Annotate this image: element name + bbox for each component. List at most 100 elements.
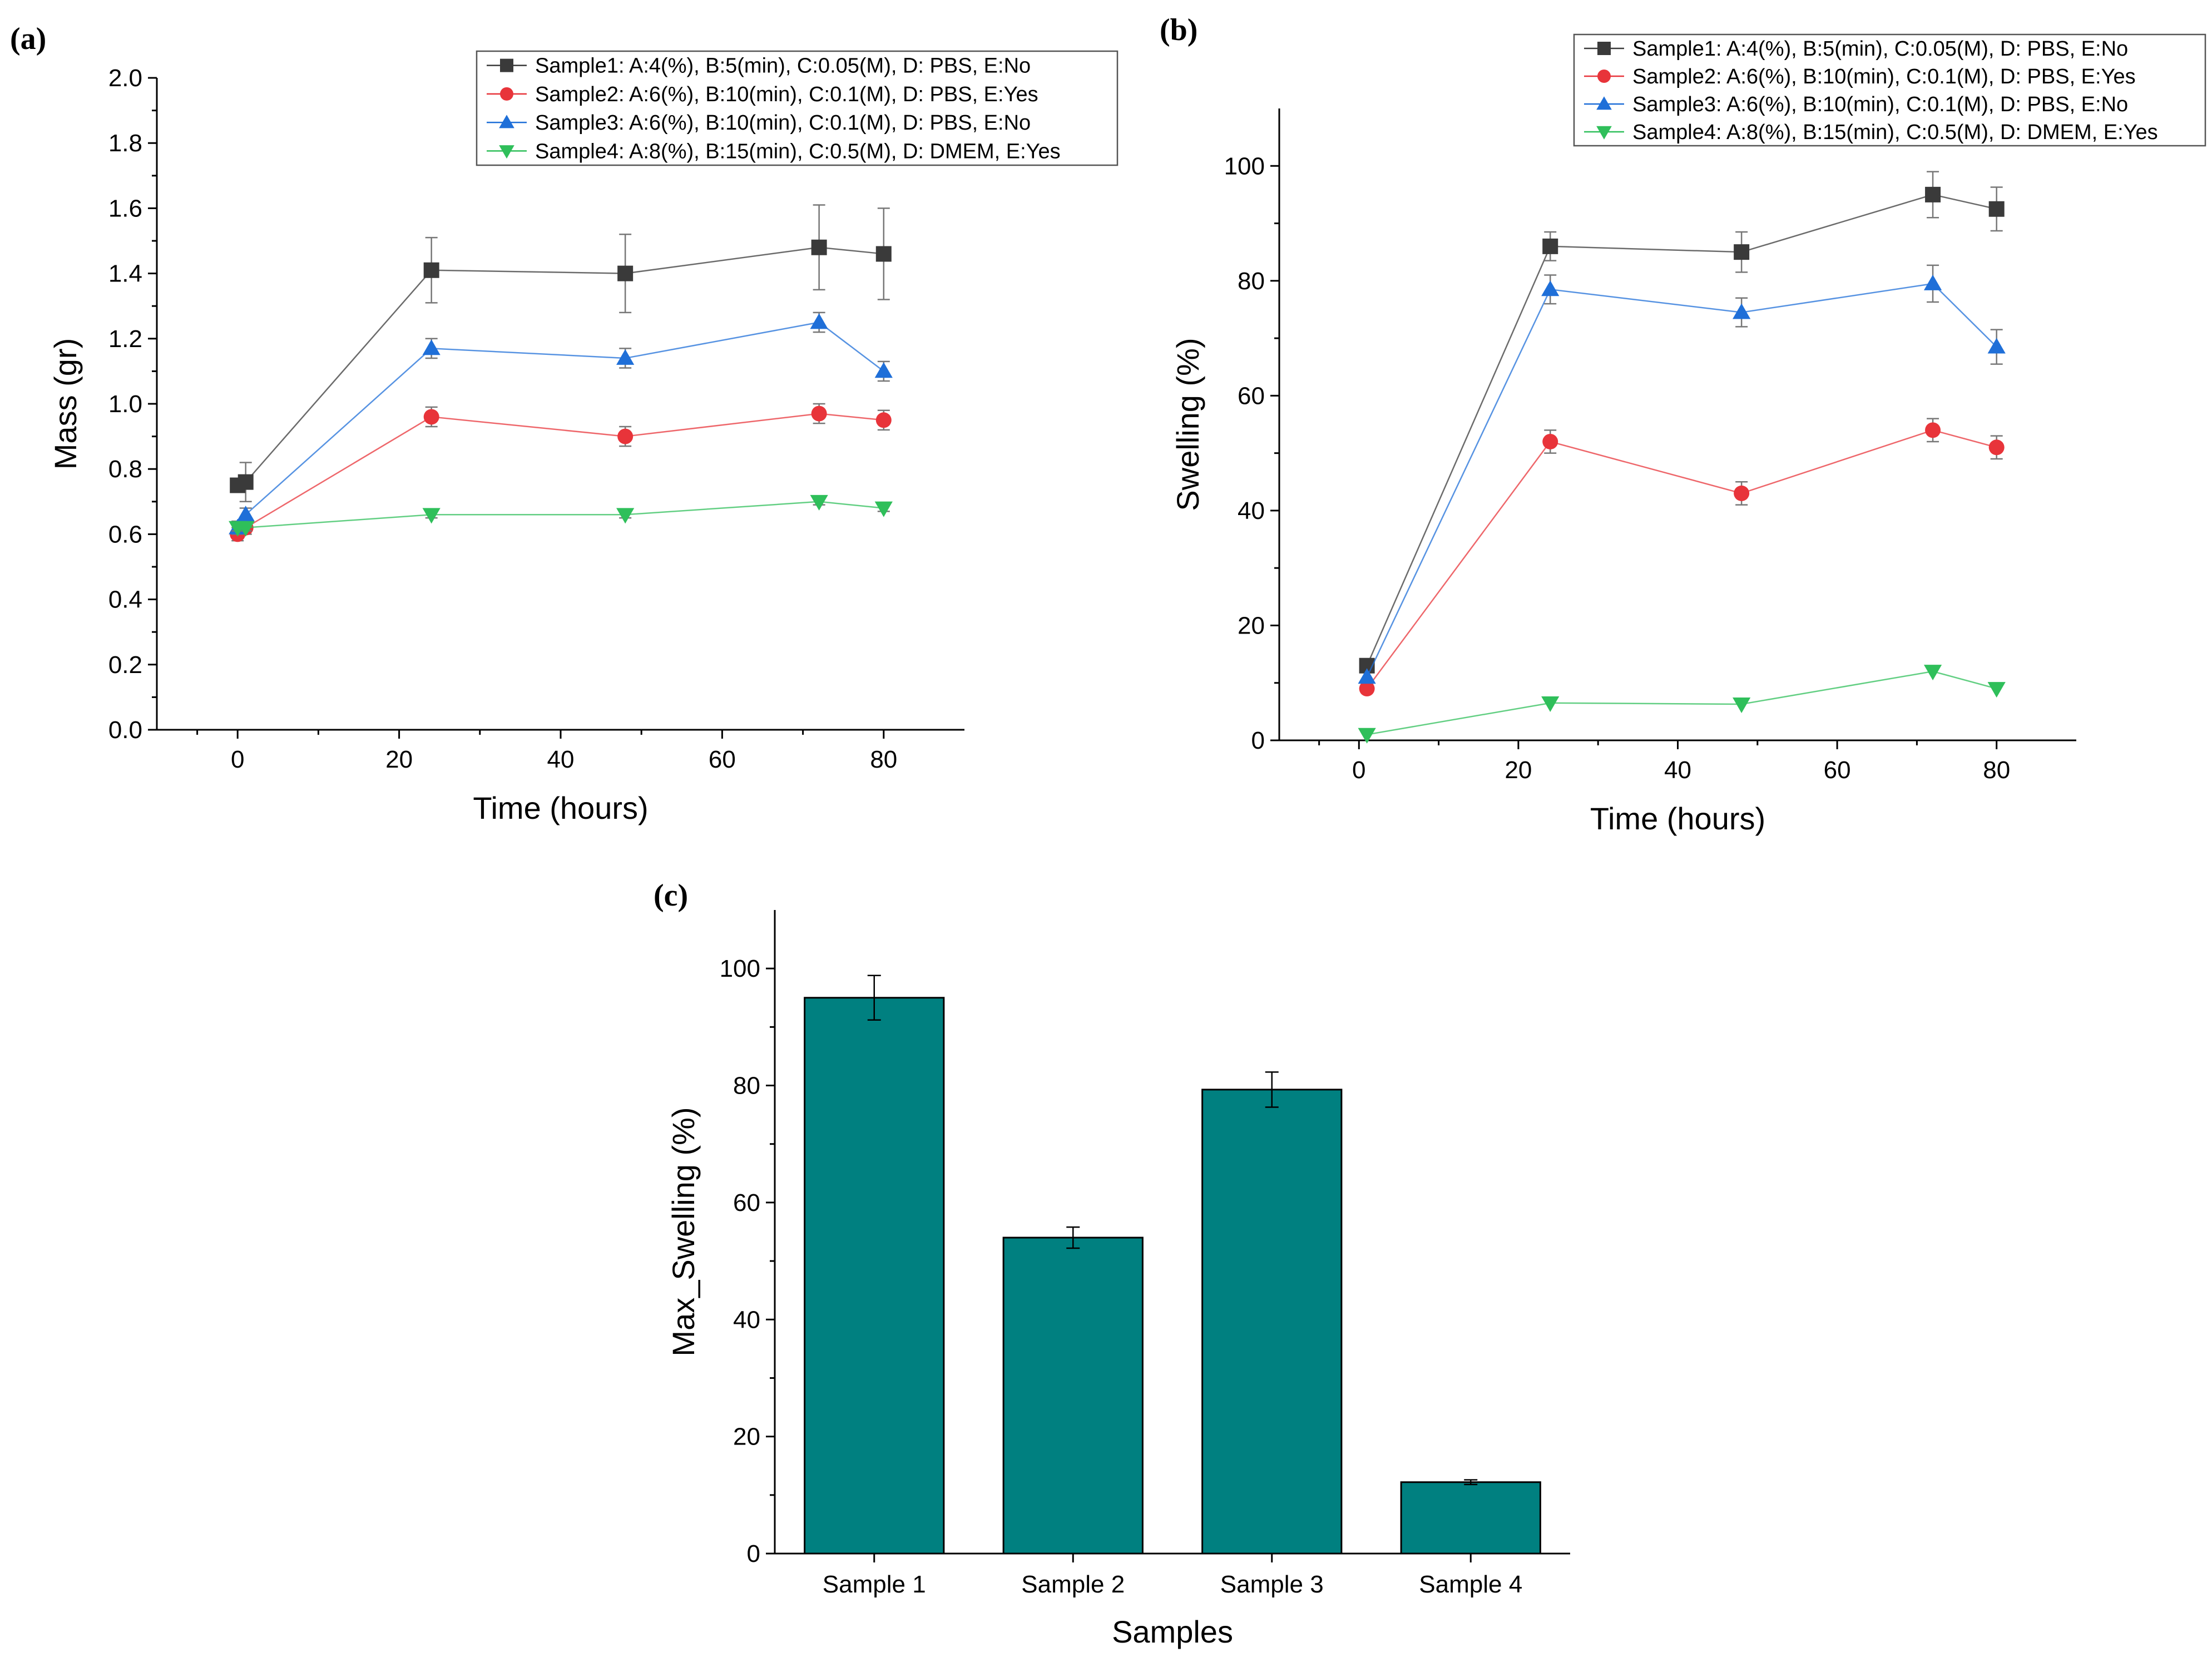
y-tick-label: 0.6 — [108, 521, 142, 548]
legend-entry: Sample3: A:6(%), B:10(min), C:0.1(M), D:… — [1632, 93, 2128, 116]
series-line — [237, 321, 884, 528]
legend-marker — [500, 58, 513, 72]
data-point — [423, 262, 439, 278]
legend-marker — [1596, 126, 1612, 140]
y-tick-label: 1.6 — [108, 195, 142, 222]
data-point — [1988, 201, 2005, 217]
y-tick-label: 100 — [1224, 152, 1265, 180]
legend-entry: Sample1: A:4(%), B:5(min), C:0.05(M), D:… — [1632, 37, 2128, 61]
y-tick-label: 1.4 — [108, 260, 142, 288]
series-1 — [1359, 171, 2005, 674]
legend-marker — [1596, 96, 1612, 110]
y-tick-label: 60 — [1238, 382, 1265, 409]
y-tick-label: 2.0 — [108, 65, 142, 92]
data-point — [616, 349, 635, 365]
data-point — [1923, 274, 1942, 290]
data-point — [1923, 665, 1942, 681]
legend-entry: Sample4: A:8(%), B:15(min), C:0.5(M), D:… — [1632, 121, 2158, 144]
data-point — [875, 412, 892, 428]
series-3 — [1358, 264, 2006, 684]
data-point — [1925, 186, 1941, 202]
y-tick-label: 0.4 — [108, 586, 142, 614]
series-4 — [229, 494, 893, 537]
chart-0: 0.0 0.2 0.4 0.6 0.8 1.0 1.2 1.4 1.6 1.8 2.0 Mass (g… — [10, 22, 1119, 825]
data-point — [1359, 681, 1375, 697]
x-tick-label: 20 — [385, 746, 413, 773]
data-point — [811, 405, 827, 422]
data-point — [617, 265, 634, 281]
data-point — [422, 339, 441, 355]
data-point — [1541, 280, 1560, 296]
y-tick-label: 0.0 — [108, 716, 142, 744]
data-point — [1988, 439, 2005, 456]
bar — [1002, 1236, 1144, 1555]
legend-marker — [1597, 42, 1611, 55]
data-point — [1734, 485, 1750, 501]
x-tick-label: 20 — [1505, 756, 1532, 784]
y-tick-label: 0 — [747, 1540, 760, 1567]
series-line — [237, 413, 884, 535]
y-tick-label: 40 — [1238, 497, 1265, 525]
data-point — [1358, 728, 1376, 744]
data-point — [422, 508, 441, 524]
series-line — [237, 501, 884, 528]
panel-label: (b) — [1160, 13, 1197, 47]
x-tick-label: 40 — [547, 746, 575, 773]
y-tick-label: 20 — [1238, 612, 1265, 639]
data-point — [1542, 238, 1558, 254]
y-tick-label: 100 — [720, 955, 760, 982]
y-tick-label: 40 — [733, 1306, 760, 1333]
y-tick-label: 80 — [1238, 268, 1265, 295]
x-tick-label: 0 — [1352, 756, 1365, 784]
series-line — [1367, 670, 1997, 735]
data-point — [236, 506, 255, 522]
series-line — [237, 246, 884, 486]
series-1 — [230, 204, 892, 503]
data-point — [874, 501, 893, 517]
bar — [1201, 1089, 1343, 1555]
y-tick-label: 1.8 — [108, 130, 142, 157]
x-tick-label: 80 — [870, 746, 897, 773]
legend-entry: Sample3: A:6(%), B:10(min), C:0.1(M), D:… — [535, 111, 1031, 135]
data-point — [810, 494, 828, 511]
legend: Sample1: A:4(%), B:5(min), C:0.05(M), D:… — [476, 50, 1119, 166]
x-tick-label: 0 — [231, 746, 244, 773]
y-axis-title: Mass (gr) — [48, 338, 83, 469]
data-point — [811, 239, 827, 255]
y-tick-label: 20 — [733, 1423, 760, 1451]
x-tick-label: Sample 4 — [1419, 1571, 1522, 1598]
legend-entry: Sample2: A:6(%), B:10(min), C:0.1(M), D:… — [1632, 65, 2136, 88]
series-line — [1366, 194, 1997, 666]
legend-marker — [499, 145, 514, 159]
panel-label: (a) — [10, 22, 46, 56]
legend: Sample1: A:4(%), B:5(min), C:0.05(M), D:… — [1573, 33, 2206, 147]
x-axis-title: Time (hours) — [473, 790, 648, 825]
x-tick-label: 60 — [1824, 756, 1851, 784]
data-point — [1987, 338, 2006, 354]
x-tick-label: 80 — [1983, 756, 2010, 784]
y-axis-title: Max_Swelling (%) — [666, 1107, 701, 1356]
y-tick-label: 0.8 — [108, 456, 142, 483]
legend-box — [1573, 33, 2206, 147]
panel-label: (c) — [654, 878, 688, 913]
data-point — [1358, 668, 1376, 684]
y-axis-title: Swelling (%) — [1170, 338, 1205, 511]
legend-marker — [1597, 70, 1611, 83]
x-tick-label: Sample 1 — [823, 1571, 926, 1598]
x-tick-label: Sample 2 — [1021, 1571, 1125, 1598]
x-tick-label: 40 — [1664, 756, 1691, 784]
legend-marker — [499, 115, 514, 128]
data-point — [237, 474, 254, 490]
y-tick-label: 1.2 — [108, 325, 142, 353]
x-tick-label: Sample 3 — [1220, 1571, 1324, 1598]
legend-box — [476, 50, 1119, 166]
y-tick-label: 60 — [733, 1189, 760, 1216]
y-tick-label: 0 — [1251, 727, 1265, 754]
data-point — [423, 409, 439, 425]
y-tick-label: 1.0 — [108, 390, 142, 418]
data-point — [874, 362, 893, 378]
x-axis-title: Samples — [1112, 1614, 1233, 1649]
y-tick-label: 0.2 — [108, 651, 142, 679]
data-point — [617, 428, 634, 444]
